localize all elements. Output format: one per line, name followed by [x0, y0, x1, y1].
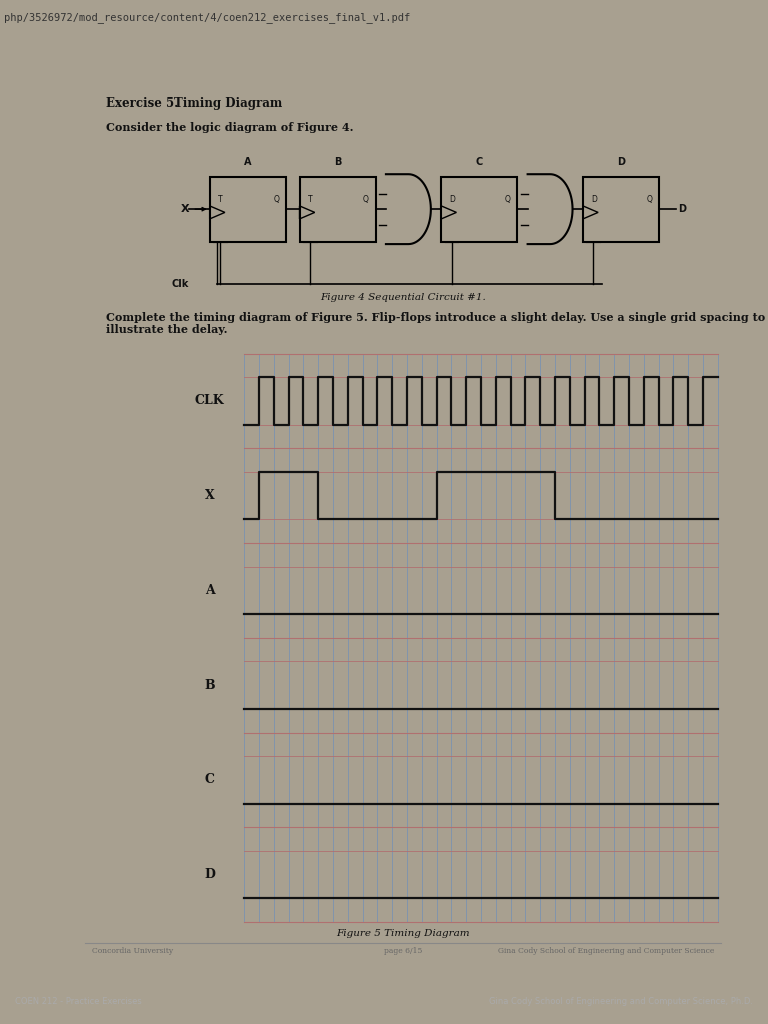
Text: Timing Diagram: Timing Diagram: [174, 97, 283, 111]
Text: Gina Cody School of Engineering and Computer Science: Gina Cody School of Engineering and Comp…: [498, 947, 714, 955]
Text: D: D: [617, 158, 625, 167]
Text: Gina Cody School of Engineering and Computer Science, Ph.D.: Gina Cody School of Engineering and Comp…: [488, 997, 753, 1006]
Text: page 6/15: page 6/15: [384, 947, 422, 955]
Text: A: A: [244, 158, 251, 167]
Text: Concordia University: Concordia University: [92, 947, 174, 955]
Text: B: B: [204, 679, 215, 691]
Text: T: T: [308, 195, 313, 204]
Text: D: D: [449, 195, 455, 204]
Text: Q: Q: [363, 195, 369, 204]
Text: X: X: [205, 489, 214, 502]
Text: Exercise 5.: Exercise 5.: [106, 97, 178, 111]
Text: Figure 4 Sequential Circuit #1.: Figure 4 Sequential Circuit #1.: [320, 293, 486, 302]
Text: Clk: Clk: [171, 279, 189, 289]
Text: CLK: CLK: [195, 394, 224, 408]
Text: Q: Q: [273, 195, 279, 204]
Text: D: D: [591, 195, 597, 204]
Text: COEN 212 - Practice Exercises: COEN 212 - Practice Exercises: [15, 997, 142, 1006]
Text: Consider the logic diagram of Figure 4.: Consider the logic diagram of Figure 4.: [106, 123, 353, 133]
Text: C: C: [204, 773, 215, 786]
Text: D: D: [204, 868, 215, 881]
Text: X: X: [180, 204, 189, 214]
Bar: [441, 176, 518, 242]
Text: Figure 5 Timing Diagram: Figure 5 Timing Diagram: [336, 930, 470, 938]
Text: T: T: [218, 195, 223, 204]
Text: Q: Q: [505, 195, 511, 204]
Bar: [210, 176, 286, 242]
Text: php/3526972/mod_resource/content/4/coen212_exercises_final_v1.pdf: php/3526972/mod_resource/content/4/coen2…: [4, 12, 410, 23]
Text: C: C: [475, 158, 483, 167]
Text: Q: Q: [647, 195, 652, 204]
Text: B: B: [334, 158, 341, 167]
Bar: [583, 176, 659, 242]
Text: D: D: [678, 204, 687, 214]
Text: Complete the timing diagram of Figure 5. Flip-flops introduce a slight delay. Us: Complete the timing diagram of Figure 5.…: [106, 311, 765, 336]
Text: A: A: [205, 584, 214, 597]
Bar: [300, 176, 376, 242]
